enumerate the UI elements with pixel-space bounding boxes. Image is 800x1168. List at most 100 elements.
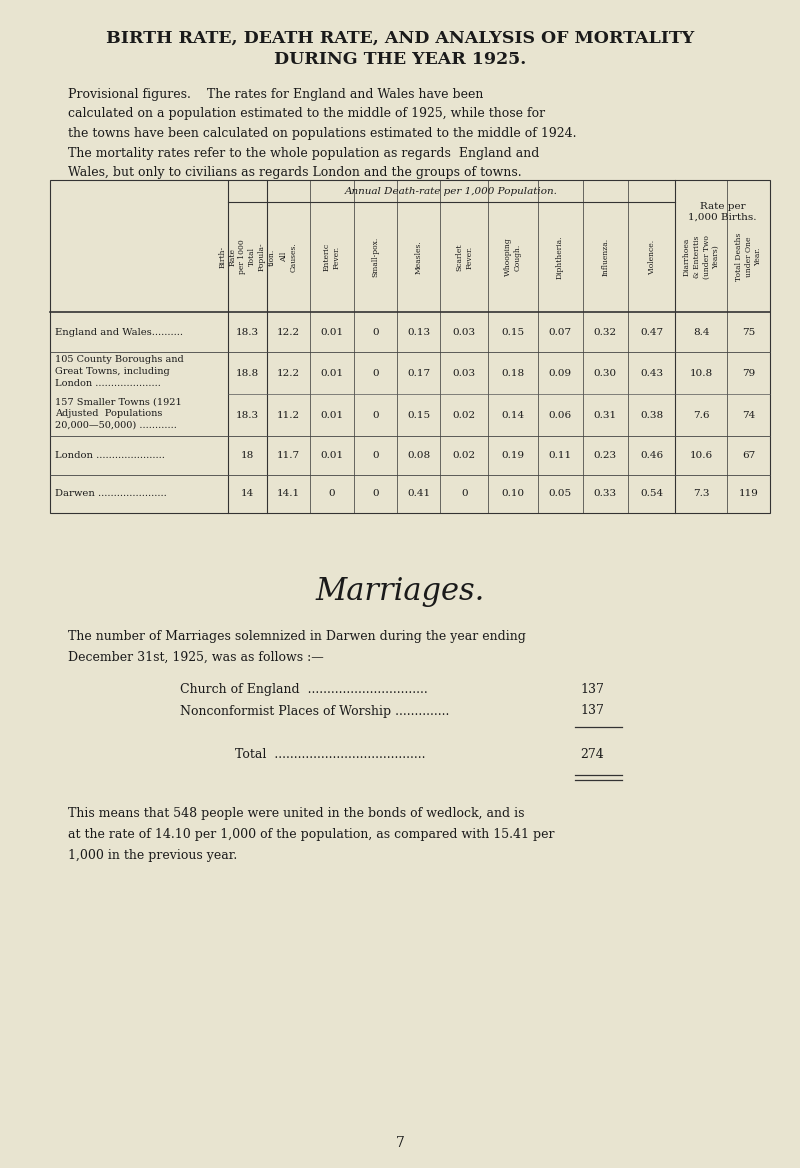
Text: Birth-
Rate
per 1000
Total
Popula-
tion.: Birth- Rate per 1000 Total Popula- tion. [219,239,276,274]
Text: Small-pox.: Small-pox. [371,237,379,277]
Bar [50,180,770,513]
Text: 10.8: 10.8 [690,369,713,377]
Text: 0.15: 0.15 [502,327,524,336]
Text: 0.03: 0.03 [453,369,476,377]
Text: London ......................: London ...................... [55,451,165,460]
Text: 0.23: 0.23 [594,451,617,460]
Text: 79: 79 [742,369,755,377]
Text: Measles.: Measles. [414,241,422,273]
Text: 0.32: 0.32 [594,327,617,336]
Text: 0: 0 [372,411,378,419]
Text: 137: 137 [580,683,604,696]
Text: Total  .......................................: Total ..................................… [235,748,426,762]
Text: 11.2: 11.2 [277,411,300,419]
Text: 7.3: 7.3 [694,489,710,499]
Text: 1,000 in the previous year.: 1,000 in the previous year. [68,848,238,862]
Text: 10.6: 10.6 [690,451,713,460]
Text: 8.4: 8.4 [694,327,710,336]
Text: This means that 548 people were united in the bonds of wedlock, and is: This means that 548 people were united i… [68,807,525,820]
Text: 157 Smaller Towns (1921
Adjusted  Populations
20,000—50,000) ............: 157 Smaller Towns (1921 Adjusted Populat… [55,397,182,430]
Text: at the rate of 14.10 per 1,000 of the population, as compared with 15.41 per: at the rate of 14.10 per 1,000 of the po… [68,828,554,841]
Text: Provisional figures.    The rates for England and Wales have been: Provisional figures. The rates for Engla… [68,88,483,100]
Text: 274: 274 [580,748,604,762]
Text: Diphtheria.: Diphtheria. [556,235,564,279]
Text: 0.01: 0.01 [320,369,343,377]
Text: 0.47: 0.47 [640,327,663,336]
Text: The mortality rates refer to the whole population as regards  England and: The mortality rates refer to the whole p… [68,146,539,160]
Text: Enteric
Fever.: Enteric Fever. [323,243,341,271]
Text: BIRTH RATE, DEATH RATE, AND ANALYSIS OF MORTALITY: BIRTH RATE, DEATH RATE, AND ANALYSIS OF … [106,29,694,47]
Text: 0.31: 0.31 [594,411,617,419]
Text: 0: 0 [372,327,378,336]
Text: 75: 75 [742,327,755,336]
Text: 119: 119 [739,489,758,499]
Text: 0.33: 0.33 [594,489,617,499]
Text: Diarrhoea
& Enteritis
(under Two
Years): Diarrhoea & Enteritis (under Two Years) [682,235,720,279]
Text: 0.41: 0.41 [407,489,430,499]
Text: Scarlet
Fever.: Scarlet Fever. [455,243,473,271]
Text: 0: 0 [461,489,467,499]
Text: 18: 18 [241,451,254,460]
Text: 0.17: 0.17 [407,369,430,377]
Text: 0: 0 [372,489,378,499]
Text: 0: 0 [329,489,335,499]
Text: 12.2: 12.2 [277,369,300,377]
Text: 0.02: 0.02 [453,411,476,419]
Text: 0: 0 [372,369,378,377]
Text: 14.1: 14.1 [277,489,300,499]
Text: 0.07: 0.07 [549,327,572,336]
Text: 74: 74 [742,411,755,419]
Text: Influenza.: Influenza. [601,238,609,276]
Text: 0.08: 0.08 [407,451,430,460]
Text: Rate per
1,000 Births.: Rate per 1,000 Births. [689,202,757,222]
Text: Violence.: Violence. [647,239,655,274]
Text: the towns have been calculated on populations estimated to the middle of 1924.: the towns have been calculated on popula… [68,127,577,140]
Text: 18.3: 18.3 [236,327,259,336]
Text: 0.54: 0.54 [640,489,663,499]
Text: Church of England  ...............................: Church of England ......................… [180,683,428,696]
Text: 105 County Boroughs and
Great Towns, including
London .....................: 105 County Boroughs and Great Towns, inc… [55,355,184,388]
Text: All
Causes.: All Causes. [280,242,298,272]
Text: 14: 14 [241,489,254,499]
Text: Wales, but only to civilians as regards London and the groups of towns.: Wales, but only to civilians as regards … [68,166,522,179]
Text: 137: 137 [580,704,604,717]
Text: 0: 0 [372,451,378,460]
Text: 0.01: 0.01 [320,451,343,460]
Text: 12.2: 12.2 [277,327,300,336]
Text: 0.01: 0.01 [320,327,343,336]
Text: 11.7: 11.7 [277,451,300,460]
Text: 0.05: 0.05 [549,489,572,499]
Text: 0.38: 0.38 [640,411,663,419]
Text: DURING THE YEAR 1925.: DURING THE YEAR 1925. [274,51,526,69]
Text: 0.30: 0.30 [594,369,617,377]
Text: 7.6: 7.6 [694,411,710,419]
Text: Total Deaths
under One
Year.: Total Deaths under One Year. [735,232,762,281]
Text: 0.14: 0.14 [502,411,524,419]
Text: 0.43: 0.43 [640,369,663,377]
Text: 18.8: 18.8 [236,369,259,377]
Text: 0.03: 0.03 [453,327,476,336]
Text: Annual Death-rate per 1,000 Population.: Annual Death-rate per 1,000 Population. [346,187,558,195]
Text: Darwen ......................: Darwen ...................... [55,489,166,499]
Text: 0.02: 0.02 [453,451,476,460]
Text: Whooping
Cough.: Whooping Cough. [504,237,522,277]
Text: 0.46: 0.46 [640,451,663,460]
Text: Marriages.: Marriages. [315,576,485,607]
Text: 0.10: 0.10 [502,489,524,499]
Text: 7: 7 [395,1136,405,1150]
Text: December 31st, 1925, was as follows :—: December 31st, 1925, was as follows :— [68,651,324,663]
Text: 0.19: 0.19 [502,451,524,460]
Text: 0.13: 0.13 [407,327,430,336]
Text: 0.09: 0.09 [549,369,572,377]
Text: The number of Marriages solemnized in Darwen during the year ending: The number of Marriages solemnized in Da… [68,630,526,644]
Text: 67: 67 [742,451,755,460]
Text: 0.15: 0.15 [407,411,430,419]
Text: 0.18: 0.18 [502,369,524,377]
Text: 0.11: 0.11 [549,451,572,460]
Text: Nonconformist Places of Worship ..............: Nonconformist Places of Worship ........… [180,704,450,717]
Text: calculated on a population estimated to the middle of 1925, while those for: calculated on a population estimated to … [68,107,545,120]
Text: England and Wales..........: England and Wales.......... [55,327,183,336]
Text: 18.3: 18.3 [236,411,259,419]
Text: 0.06: 0.06 [549,411,572,419]
Text: 0.01: 0.01 [320,411,343,419]
